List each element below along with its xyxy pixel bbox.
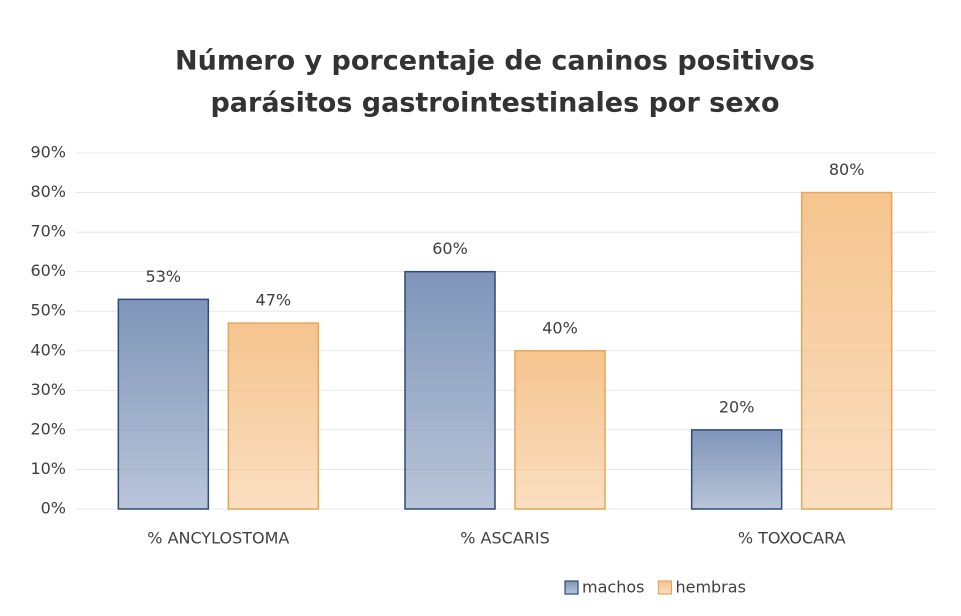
- y-tick-label: 50%: [30, 301, 66, 320]
- value-label: 47%: [256, 291, 292, 310]
- bar: [227, 322, 320, 510]
- legend-label: machos: [582, 578, 644, 597]
- value-label: 80%: [829, 160, 865, 179]
- chart-title: parásitos gastrointestinales por sexo: [210, 88, 779, 119]
- y-tick-label: 10%: [30, 459, 66, 478]
- bar: [800, 191, 893, 510]
- y-tick-label: 70%: [30, 222, 66, 241]
- bar: [404, 270, 496, 510]
- value-label: 20%: [719, 397, 755, 416]
- y-tick-label: 20%: [30, 419, 66, 438]
- y-tick-label: 40%: [30, 340, 66, 359]
- y-tick-label: 80%: [30, 182, 66, 201]
- y-tick-label: 0%: [41, 499, 66, 518]
- x-tick-label: % TOXOCARA: [738, 529, 846, 548]
- x-tick-label: % ASCARIS: [460, 529, 550, 548]
- y-tick-label: 90%: [30, 143, 66, 162]
- legend-swatch: [564, 580, 579, 595]
- bar: [117, 298, 210, 510]
- x-tick-label: % ANCYLOSTOMA: [147, 529, 289, 548]
- bar: [514, 350, 606, 510]
- y-tick-label: 60%: [30, 261, 66, 280]
- value-label: 60%: [432, 239, 468, 258]
- legend-swatch: [657, 580, 673, 595]
- value-label: 40%: [542, 318, 578, 337]
- bar: [690, 429, 783, 510]
- y-tick-label: 30%: [30, 380, 66, 399]
- legend-label: hembras: [675, 578, 745, 597]
- chart-title: Número y porcentaje de caninos positivos: [175, 46, 815, 77]
- value-label: 53%: [146, 267, 182, 286]
